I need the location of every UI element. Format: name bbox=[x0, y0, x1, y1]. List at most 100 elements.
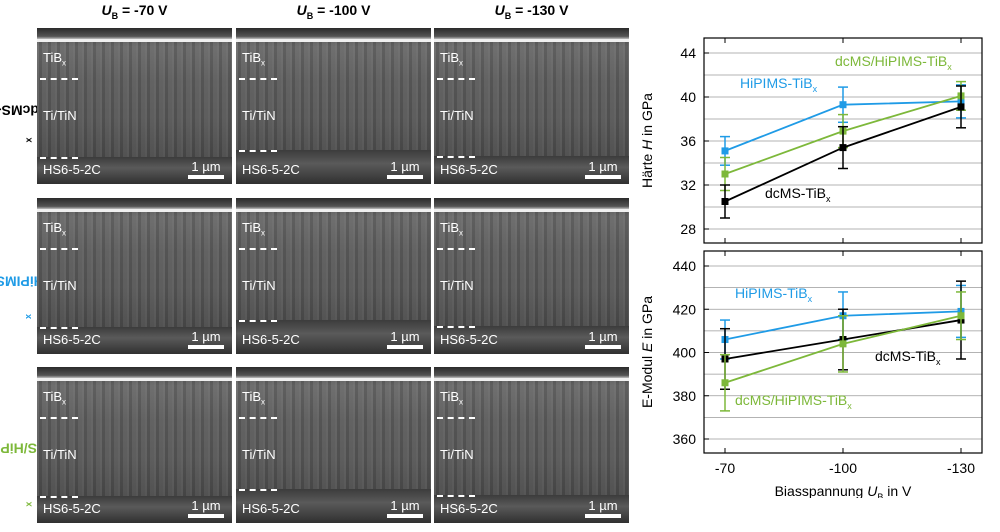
layer-boundary-line bbox=[437, 326, 475, 328]
layer-label-ti-tin: Ti/TiN bbox=[43, 108, 77, 123]
layer-boundary-line bbox=[239, 248, 277, 250]
y-tick-label: 440 bbox=[673, 258, 697, 274]
mechanical-properties-chart: 28 32 36 40 44 Härte H in GPa HiPIMS-TiBx dcMS/… bbox=[640, 37, 983, 498]
x-axis-label: Biasspannung UB in V bbox=[775, 483, 912, 498]
data-point bbox=[957, 103, 965, 111]
layer-boundary-line bbox=[437, 248, 475, 250]
layer-label-substrate: HS6-5-2C bbox=[440, 501, 498, 516]
y-axis-label: Härte H in GPa bbox=[640, 93, 655, 188]
layer-label-ti-tin: Ti/TiN bbox=[242, 278, 276, 293]
y-tick-label: 44 bbox=[680, 45, 696, 61]
scale-bar: 1 µm bbox=[585, 498, 621, 518]
coating-edge bbox=[37, 209, 232, 212]
layer-boundary-line bbox=[239, 417, 277, 419]
layer-label-substrate: HS6-5-2C bbox=[440, 162, 498, 177]
layer-label-ti-tin: Ti/TiN bbox=[440, 447, 474, 462]
scale-bar: 1 µm bbox=[585, 329, 621, 349]
layer-label-substrate: HS6-5-2C bbox=[43, 501, 101, 516]
layer-label-ti-tin: Ti/TiN bbox=[440, 108, 474, 123]
scale-bar: 1 µm bbox=[188, 329, 224, 349]
scale-bar: 1 µm bbox=[188, 498, 224, 518]
scale-bar: 1 µm bbox=[188, 159, 224, 179]
sem-panel-hipims-130v: TiBx Ti/TiN HS6-5-2C 1 µm bbox=[434, 198, 629, 354]
x-tick-label: -130 bbox=[947, 460, 975, 476]
x-tick-label: -70 bbox=[715, 460, 735, 476]
chart-panel-hardness: 28 32 36 40 44 Härte H in GPa HiPIMS-TiBx dcMS/… bbox=[640, 37, 983, 244]
layer-label-tibx: TiBx bbox=[242, 220, 266, 238]
coating-edge bbox=[434, 378, 629, 381]
y-tick-label: 360 bbox=[673, 431, 697, 447]
layer-boundary-line bbox=[40, 496, 78, 498]
layer-boundary-line bbox=[239, 150, 277, 152]
sem-panel-mixed-70v: TiBx Ti/TiN HS6-5-2C 1 µm bbox=[37, 367, 232, 523]
row-label-dcms: dcMS-TiBx bbox=[0, 101, 39, 143]
sem-panel-hipims-70v: TiBx Ti/TiN HS6-5-2C 1 µm bbox=[37, 198, 232, 354]
series-label: dcMS-TiBx bbox=[875, 348, 941, 367]
layer-label-ti-tin: Ti/TiN bbox=[43, 278, 77, 293]
coating-surface bbox=[37, 367, 232, 379]
coating-surface bbox=[236, 367, 431, 379]
layer-label-tibx: TiBx bbox=[242, 50, 266, 68]
layer-label-tibx: TiBx bbox=[440, 50, 464, 68]
layer-boundary-line bbox=[437, 495, 475, 497]
layer-label-substrate: HS6-5-2C bbox=[242, 332, 300, 347]
series-mixed: dcMS/HiPIMS-TiBx bbox=[720, 291, 966, 412]
coating-surface bbox=[434, 367, 629, 379]
layer-label-ti-tin: Ti/TiN bbox=[242, 108, 276, 123]
row-label-mixed: dcMS/HiPIMS-TiBx bbox=[0, 439, 65, 507]
coating-edge bbox=[236, 39, 431, 42]
y-tick-label: 400 bbox=[673, 345, 697, 361]
coating-edge bbox=[236, 378, 431, 381]
series-label: HiPIMS-TiBx bbox=[735, 285, 813, 304]
scale-bar: 1 µm bbox=[387, 329, 423, 349]
column-header-70v: UB = -70 V bbox=[101, 2, 168, 21]
layer-boundary-line bbox=[239, 320, 277, 322]
coating-edge bbox=[37, 39, 232, 42]
series-label: HiPIMS-TiBx bbox=[740, 75, 818, 94]
layer-boundary-line bbox=[239, 78, 277, 80]
layer-label-tibx: TiBx bbox=[440, 389, 464, 407]
data-point bbox=[957, 312, 965, 320]
coating-edge bbox=[37, 378, 232, 381]
scale-bar: 1 µm bbox=[585, 159, 621, 179]
coating-surface bbox=[236, 28, 431, 40]
coating-edge bbox=[434, 209, 629, 212]
series-dcms: dcMS-TiBx bbox=[720, 85, 966, 219]
layer-label-substrate: HS6-5-2C bbox=[43, 332, 101, 347]
x-tick-label: -100 bbox=[829, 460, 857, 476]
layer-label-ti-tin: Ti/TiN bbox=[43, 447, 77, 462]
layer-label-substrate: HS6-5-2C bbox=[440, 332, 498, 347]
series-label: dcMS/HiPIMS-TiBx bbox=[735, 392, 852, 411]
coating-surface bbox=[37, 28, 232, 40]
substrate-region bbox=[37, 327, 232, 354]
layer-boundary-line bbox=[437, 78, 475, 80]
layer-label-substrate: HS6-5-2C bbox=[242, 162, 300, 177]
substrate-region bbox=[434, 326, 629, 354]
data-point bbox=[839, 101, 847, 109]
y-tick-label: 380 bbox=[673, 388, 697, 404]
substrate-region bbox=[434, 495, 629, 523]
layer-boundary-line bbox=[40, 248, 78, 250]
sem-panel-dcms-130v: TiBx Ti/TiN HS6-5-2C 1 µm bbox=[434, 28, 629, 184]
y-tick-label: 420 bbox=[673, 301, 697, 317]
layer-boundary-line bbox=[239, 489, 277, 491]
layer-label-ti-tin: Ti/TiN bbox=[440, 278, 474, 293]
layer-label-tibx: TiBx bbox=[43, 50, 67, 68]
layer-boundary-line bbox=[40, 327, 78, 329]
sem-panel-dcms-70v: TiBx Ti/TiN HS6-5-2C 1 µm bbox=[37, 28, 232, 184]
data-point bbox=[839, 144, 847, 152]
y-tick-label: 40 bbox=[680, 89, 696, 105]
coating-edge bbox=[434, 39, 629, 42]
data-point bbox=[721, 147, 729, 155]
substrate-region bbox=[37, 157, 232, 184]
series-mixed: dcMS/HiPIMS-TiBx bbox=[720, 53, 966, 192]
layer-label-tibx: TiBx bbox=[43, 389, 67, 407]
sem-panel-mixed-130v: TiBx Ti/TiN HS6-5-2C 1 µm bbox=[434, 367, 629, 523]
series-label: dcMS/HiPIMS-TiBx bbox=[835, 53, 952, 72]
data-point bbox=[721, 198, 729, 205]
data-point bbox=[721, 379, 729, 387]
y-tick-label: 36 bbox=[680, 133, 696, 149]
layer-label-substrate: HS6-5-2C bbox=[242, 501, 300, 516]
scale-bar: 1 µm bbox=[387, 498, 423, 518]
substrate-region bbox=[434, 156, 629, 184]
